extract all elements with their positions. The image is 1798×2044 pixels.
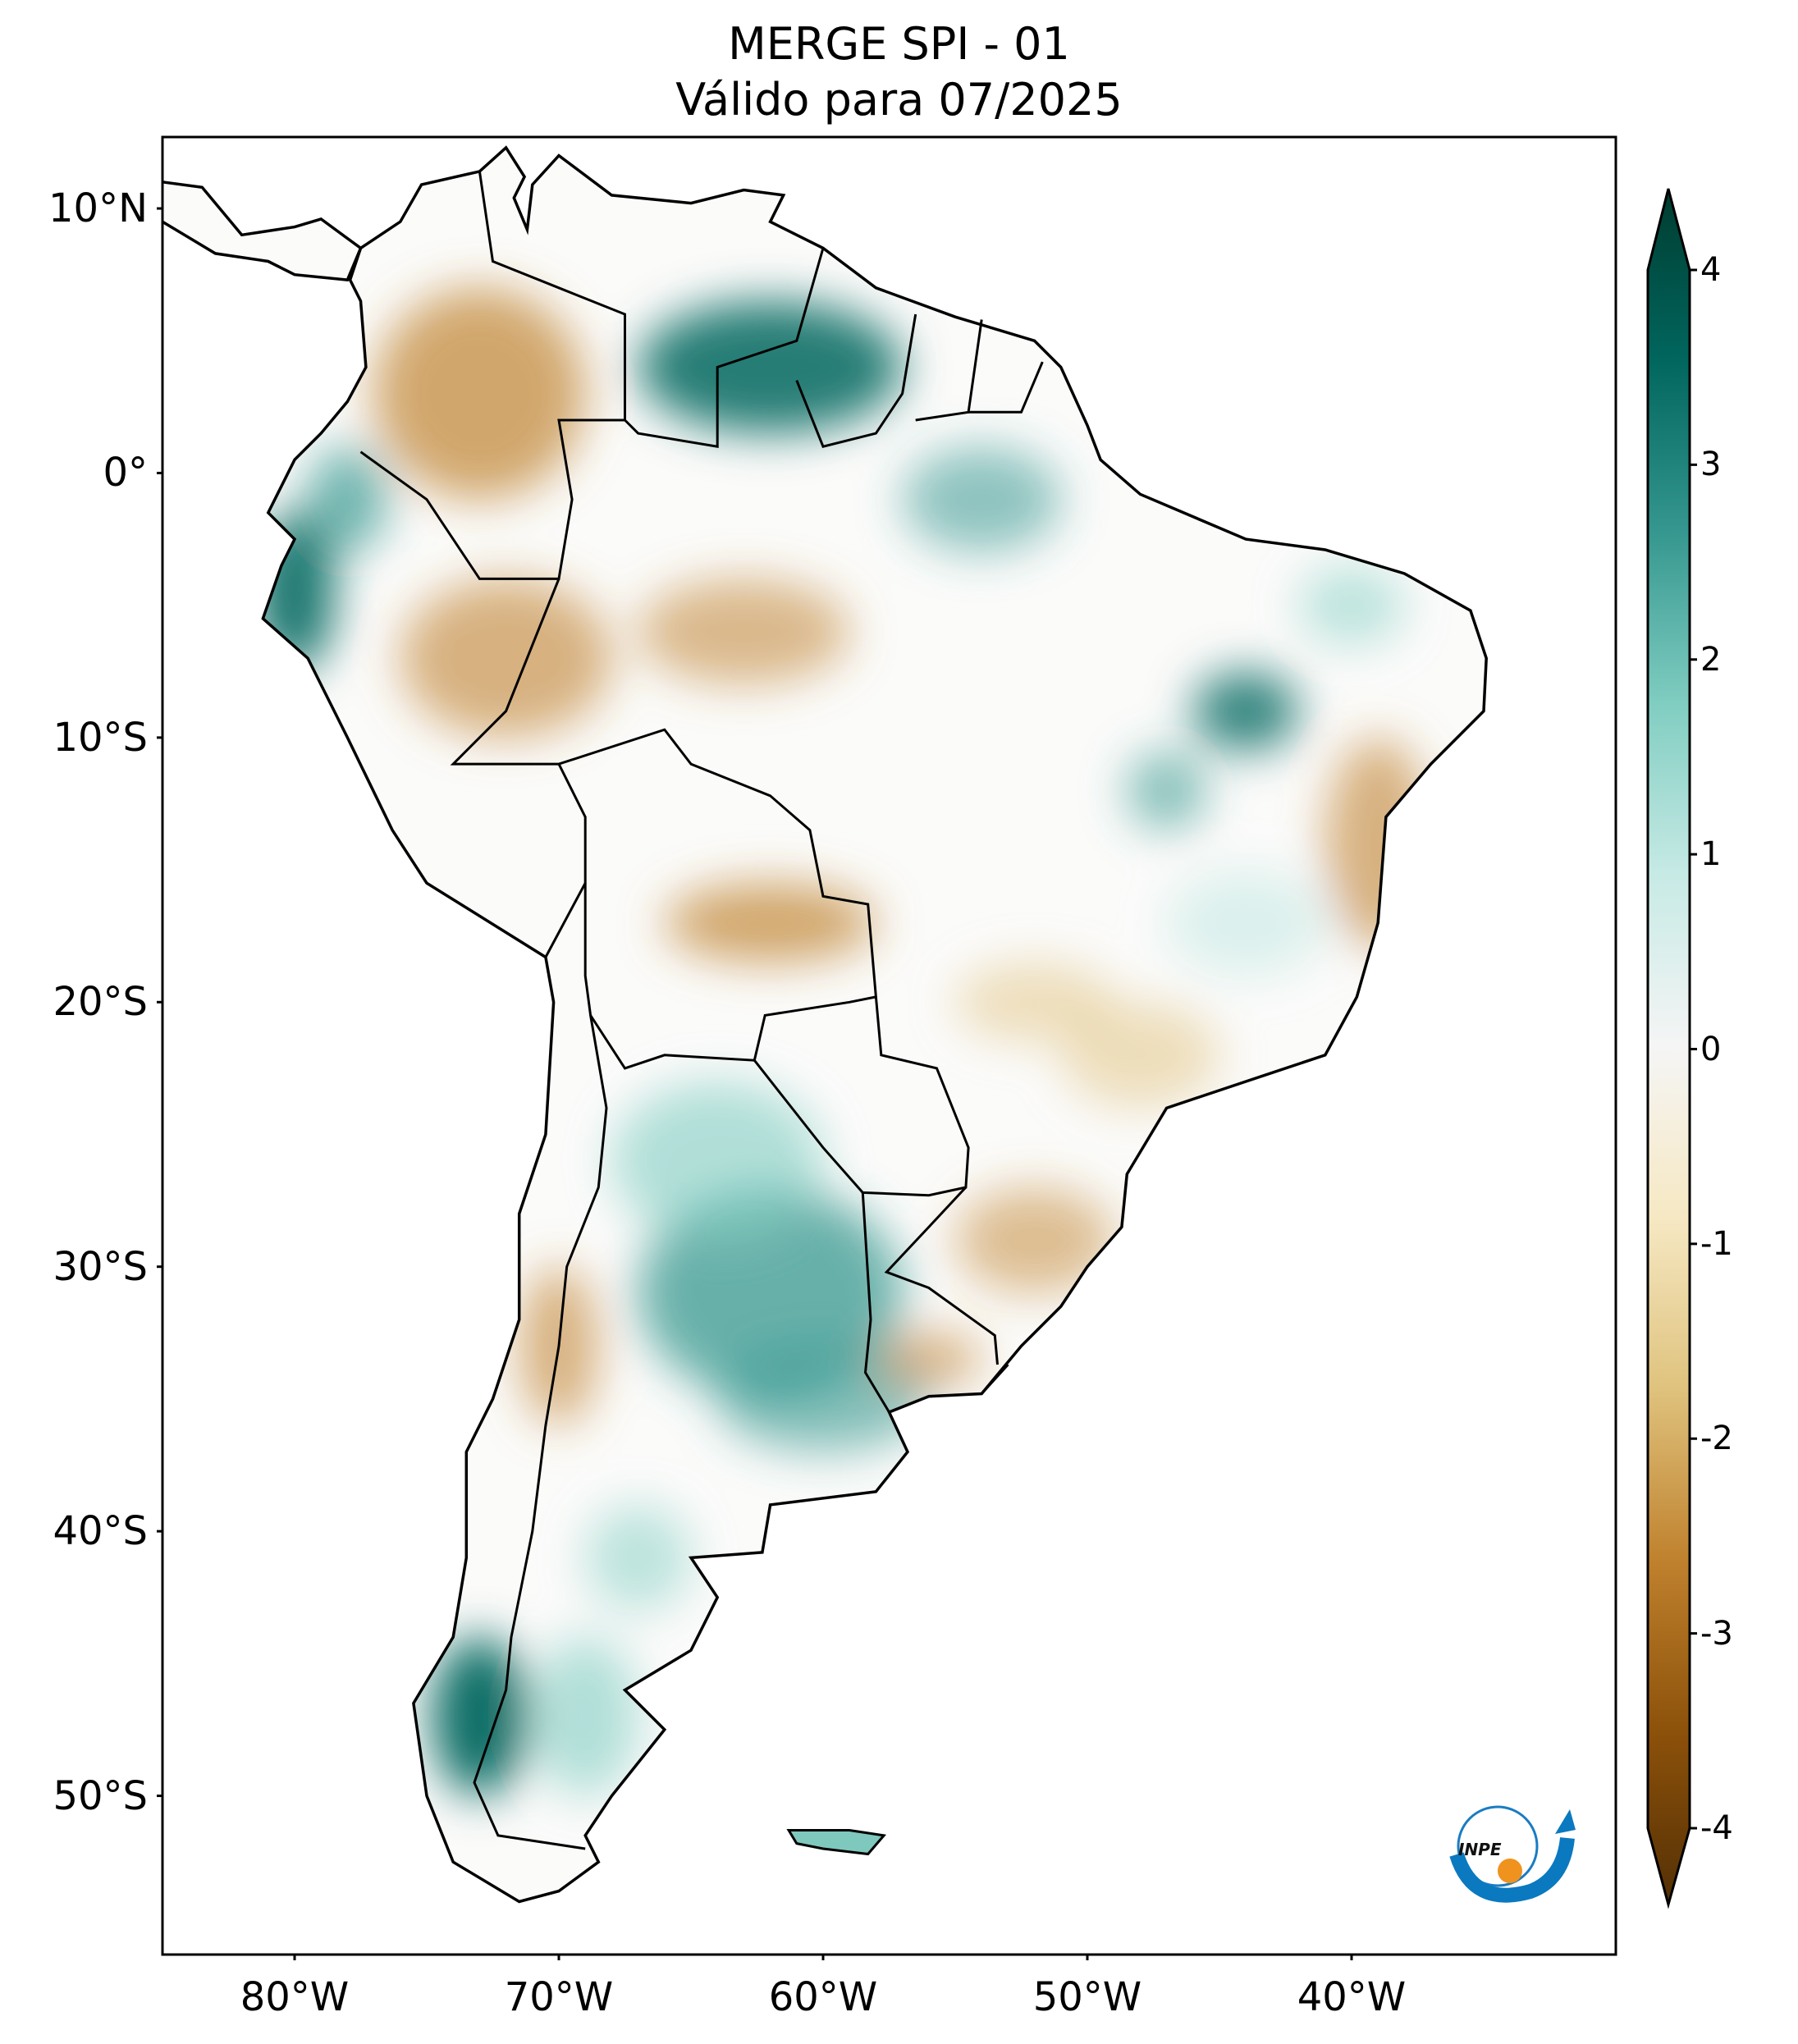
land [162,145,1488,1904]
colorbar [1646,188,1697,1909]
country-borders [359,171,1044,1850]
colorbar-tick-label: 3 [1700,446,1722,484]
falkland-islands [786,1829,886,1856]
coastline [261,145,1488,1904]
spi-anomaly-patch [308,446,387,553]
colorbar-tick-label: 1 [1700,835,1722,874]
spi-anomaly-patch [876,1333,982,1386]
spi-anomaly-patch [1127,751,1206,830]
country-border [624,247,825,448]
spi-anomaly-field [263,287,1431,1796]
country-border [981,1363,1009,1395]
inpe-logo-icon [1449,1805,1576,1903]
spi-anomaly-patch [400,578,612,738]
country-border [558,728,878,1070]
logo-text: INPE [1458,1840,1502,1859]
lat-tick-label: 0° [103,450,148,496]
country-border [473,1015,608,1850]
spi-anomaly-patch [1166,870,1325,976]
map-frame [161,135,1617,1956]
colorbar-tick-label: 4 [1700,251,1722,289]
colorbar-tick-label: -1 [1700,1224,1733,1263]
lat-tick-label: 30°S [53,1243,148,1290]
lat-tick-label: 50°S [53,1772,148,1819]
spi-anomaly-patch [432,1637,528,1796]
lon-tick-label: 50°W [1032,1974,1142,2020]
country-border [359,171,626,580]
lat-tick-label: 10°N [48,185,148,232]
spi-anomaly-patch [638,300,903,434]
spi-anomaly-patch [664,883,876,963]
country-border [450,578,587,958]
country-border [884,1186,999,1365]
lon-tick-label: 60°W [768,1974,878,2020]
map-subtitle: Válido para 07/2025 [675,74,1123,126]
colorbar-tick-label: 0 [1700,1030,1722,1068]
colorbar-gradient [1646,188,1691,1909]
spi-anomaly-patch [638,1187,903,1399]
spi-anomaly-patch [611,1081,823,1241]
colorbar-tick-label: -4 [1700,1809,1733,1847]
land-fill [263,147,1487,1902]
colorbar-tick-label: -2 [1700,1420,1733,1458]
axis-ticks [157,207,1353,1960]
spi-anomaly-patch [532,1637,638,1796]
spi-anomaly-patch [1298,565,1405,646]
lat-tick-label: 40°S [53,1508,148,1555]
lon-tick-label: 40°W [1297,1974,1407,2020]
spi-anomaly-patch [373,287,586,500]
spi-anomaly-patch [585,1504,691,1611]
spi-anomaly-patch [955,1187,1114,1293]
country-border [968,361,1044,414]
lat-tick-label: 20°S [53,979,148,1026]
spi-anomaly-patch [638,578,850,685]
country-border [861,1192,890,1413]
lat-tick-label: 10°S [53,714,148,761]
lon-tick-label: 70°W [504,1974,614,2020]
map-title: MERGE SPI - 01 [728,18,1070,70]
inpe-logo: INPE [1440,1797,1580,1912]
spi-anomaly-patch [1192,671,1299,752]
colorbar-tick-label: -3 [1700,1614,1733,1653]
spi-anomaly-patch [717,1346,929,1452]
colorbar-tick-label: 2 [1700,640,1722,679]
spi-anomaly-patch [902,446,1061,553]
spi-anomaly-patch [955,962,1114,1042]
lon-tick-label: 80°W [240,1974,350,2020]
central-america-coast [162,181,363,281]
spi-anomaly-patch [1060,1002,1219,1109]
country-border [795,313,917,448]
